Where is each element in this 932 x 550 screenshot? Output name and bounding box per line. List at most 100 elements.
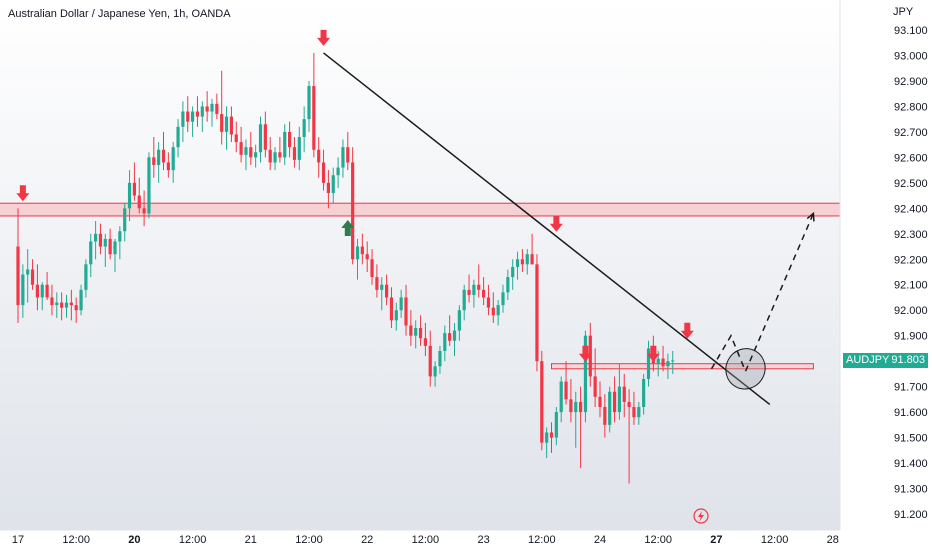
candle-body-up <box>472 284 476 295</box>
candle-body-up <box>55 302 59 306</box>
time-tick-label: 27 <box>710 534 722 546</box>
price-tick-label: 91.300 <box>894 484 928 496</box>
candle-body-down <box>598 396 602 408</box>
time-tick-label: 23 <box>477 534 489 546</box>
candle-body-down <box>588 335 592 377</box>
candle-body-down <box>661 358 665 367</box>
down-arrow-marker[interactable] <box>16 185 30 202</box>
time-tick-label: 12:00 <box>295 534 323 546</box>
candle-body-up <box>399 297 403 311</box>
candle-body-down <box>45 284 49 298</box>
candle-body-up <box>637 407 641 418</box>
candle-body-down <box>142 208 146 214</box>
candle-body-up <box>380 284 384 290</box>
chart-background <box>0 0 840 530</box>
down-arrow-marker[interactable] <box>549 215 563 232</box>
down-arrow-marker[interactable] <box>680 322 694 339</box>
price-tick-label: 93.100 <box>894 25 928 37</box>
candle-body-down <box>152 157 156 166</box>
annotation-lines-layer <box>323 52 815 406</box>
time-tick-label: 21 <box>245 534 257 546</box>
candle-body-down <box>409 325 413 336</box>
candle-body-down <box>603 407 607 425</box>
current-price-tag: AUDJPY 91.803 <box>843 353 928 368</box>
time-tick-label: 12:00 <box>528 534 556 546</box>
price-tick-label: 92.400 <box>894 203 928 215</box>
candle-body-down <box>482 289 486 298</box>
candle-body-up <box>307 86 311 120</box>
price-tick-label: 92.000 <box>894 305 928 317</box>
candle-body-down <box>632 407 636 418</box>
candle-body-up <box>244 147 248 155</box>
candle-body-up <box>176 126 180 148</box>
candles-layer <box>16 52 675 484</box>
candle-body-down <box>35 284 39 298</box>
candle-body-up <box>118 231 122 242</box>
candle-body-down <box>186 111 190 122</box>
candle-body-down <box>448 333 452 341</box>
candle-body-down <box>195 111 200 117</box>
candle-body-down <box>418 328 423 339</box>
time-tick-label: 12:00 <box>179 534 207 546</box>
time-tick-label: 20 <box>128 534 140 546</box>
candle-body-up <box>302 119 306 137</box>
candle-body-up <box>501 292 505 306</box>
price-tick-label: 91.200 <box>894 509 928 521</box>
candle-body-up <box>84 264 88 290</box>
candle-body-down <box>292 147 297 160</box>
candle-body-down <box>317 149 321 163</box>
price-tick-label: 91.900 <box>894 331 928 343</box>
candle-body-up <box>554 412 558 438</box>
price-tick-label: 92.500 <box>894 178 928 190</box>
time-tick-label: 28 <box>827 534 839 546</box>
downtrend-line[interactable] <box>323 52 771 406</box>
candle-body-down <box>326 182 330 194</box>
chart-title: Australian Dollar / Japanese Yen, 1h, OA… <box>8 8 231 20</box>
candle-body-down <box>520 259 524 265</box>
candle-body-up <box>147 157 151 214</box>
candle-body-down <box>535 264 539 362</box>
candle-body-up <box>545 432 549 443</box>
candle-body-down <box>278 152 282 158</box>
resistance-zone[interactable] <box>0 202 848 217</box>
price-tick-label: 91.400 <box>894 458 928 470</box>
time-tick-label: 12:00 <box>761 534 789 546</box>
candle-body-up <box>443 333 447 351</box>
support-zone[interactable] <box>551 363 814 370</box>
time-tick-label: 12:00 <box>412 534 440 546</box>
candle-body-up <box>297 136 301 160</box>
candle-body-down <box>622 386 626 402</box>
up-arrow-marker[interactable] <box>341 219 355 236</box>
down-arrow-marker[interactable] <box>317 29 331 46</box>
candle-body-down <box>263 124 267 150</box>
candle-body-down <box>428 345 432 377</box>
candle-body-down <box>166 162 170 171</box>
forecast-path[interactable] <box>710 213 815 374</box>
current-price-label: 91.803 <box>891 354 925 366</box>
candle-body-up <box>331 175 335 194</box>
candle-body-down <box>549 432 554 438</box>
lightning-icon[interactable] <box>693 508 709 524</box>
candle-body-up <box>64 302 69 308</box>
candle-body-down <box>612 391 617 413</box>
time-tick-label: 22 <box>361 534 373 546</box>
candle-body-down <box>229 116 233 135</box>
price-tick-label: 92.300 <box>894 229 928 241</box>
candle-body-up <box>496 305 500 316</box>
candle-body-up <box>341 147 345 168</box>
candle-body-down <box>234 134 238 143</box>
price-tick-label: 91.700 <box>894 382 928 394</box>
candle-body-down <box>375 277 379 290</box>
down-arrow-marker[interactable] <box>646 345 660 362</box>
candle-body-up <box>671 360 675 362</box>
candle-body-up <box>608 391 612 425</box>
candle-body-up <box>394 310 398 321</box>
price-tick-label: 92.200 <box>894 254 928 266</box>
candle-body-up <box>452 330 457 341</box>
candle-body-up <box>224 116 229 132</box>
down-arrow-marker[interactable] <box>578 345 592 362</box>
candle-body-up <box>515 259 520 267</box>
candle-body-down <box>132 182 136 196</box>
